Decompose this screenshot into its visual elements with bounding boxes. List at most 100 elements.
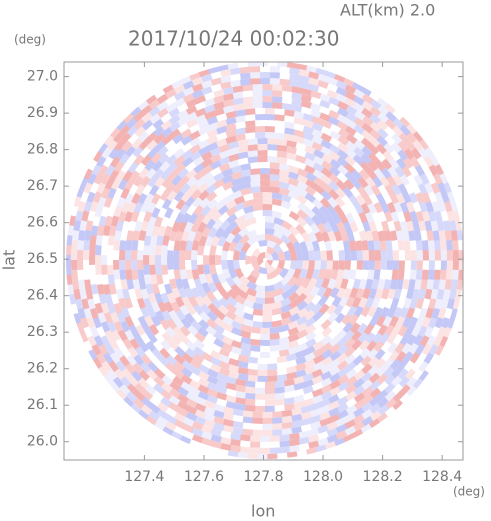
echo-cell (452, 250, 459, 261)
echo-cell (213, 422, 225, 431)
echo-cell (397, 368, 409, 380)
echo-cell (130, 210, 140, 223)
echo-cell (139, 146, 152, 158)
echo-cell (221, 167, 234, 178)
echo-cell (212, 403, 225, 413)
echo-cell (173, 268, 181, 280)
echo-cell (125, 269, 133, 280)
echo-cell (160, 168, 172, 181)
echo-cell (279, 297, 292, 308)
echo-cell (257, 137, 268, 145)
echo-cell (271, 301, 283, 310)
echo-cell (151, 192, 162, 205)
echo-cell (140, 404, 153, 416)
echo-cell (320, 189, 333, 202)
echo-cell (405, 288, 415, 300)
echo-cell (210, 83, 223, 92)
echo-cell (380, 288, 390, 300)
echo-cell (412, 220, 421, 232)
echo-cell (409, 352, 420, 365)
echo-cell (98, 215, 107, 227)
echo-cell (418, 147, 429, 160)
echo-cell (344, 425, 357, 436)
echo-cell (210, 427, 222, 437)
echo-cell (342, 269, 351, 281)
echo-cell (198, 273, 208, 285)
echo-cell (94, 302, 104, 314)
echo-cell (450, 200, 458, 213)
echo-cell (345, 212, 356, 225)
echo-cell (338, 250, 346, 261)
echo-cell (168, 394, 181, 406)
echo-cell (386, 250, 394, 261)
echo-cell (439, 269, 447, 281)
echo-cell (318, 411, 331, 421)
echo-cell (191, 434, 204, 444)
echo-cell (230, 183, 243, 193)
echo-cell (252, 204, 264, 212)
echo-cell (140, 201, 150, 214)
echo-cell (260, 186, 271, 193)
echo-cell (252, 84, 264, 91)
echo-cell (317, 80, 330, 89)
echo-cell (200, 303, 212, 315)
echo-cell (158, 153, 170, 165)
echo-cell (271, 204, 283, 213)
y-tick-label: 26.4 (27, 288, 58, 304)
echo-cell (122, 220, 131, 232)
echo-cell (421, 240, 429, 251)
echo-cell (320, 174, 333, 186)
echo-cell (203, 264, 211, 275)
echo-cell (351, 178, 363, 190)
echo-cell (175, 278, 184, 290)
echo-cell (140, 220, 150, 232)
echo-cell (395, 230, 404, 242)
echo-cell (75, 298, 84, 310)
echo-cell (415, 316, 425, 329)
echo-cell (178, 175, 191, 187)
echo-cell (300, 88, 313, 97)
echo-cell (201, 86, 213, 96)
echo-cell (250, 66, 261, 73)
echo-cell (320, 139, 333, 150)
echo-cell (158, 347, 171, 359)
echo-cell (257, 273, 268, 281)
echo-cell (376, 373, 388, 385)
echo-cell (303, 359, 316, 369)
echo-cell (404, 325, 415, 338)
echo-cell (374, 220, 384, 233)
echo-cell (239, 446, 251, 454)
echo-cell (436, 289, 445, 301)
echo-cell (259, 327, 270, 334)
echo-cell (189, 72, 201, 81)
echo-cell (160, 119, 173, 131)
echo-cell (419, 139, 430, 151)
echo-cell (170, 300, 181, 313)
echo-cell (272, 90, 283, 97)
echo-cell (356, 250, 364, 261)
echo-cell (239, 233, 250, 245)
echo-cell (173, 353, 186, 365)
echo-cell (209, 153, 222, 164)
echo-cell (364, 332, 376, 344)
echo-cell (113, 302, 123, 314)
echo-cell (272, 266, 283, 277)
echo-cell (362, 288, 371, 300)
echo-cell (265, 252, 271, 259)
echo-cell (335, 187, 347, 199)
echo-cell (320, 119, 333, 130)
echo-cell (367, 364, 380, 377)
echo-cell (110, 155, 121, 168)
echo-cell (314, 231, 324, 243)
echo-cell (79, 219, 88, 232)
echo-cell (319, 99, 332, 109)
echo-cell (344, 353, 357, 366)
echo-cell (384, 103, 396, 114)
echo-cell (121, 140, 133, 152)
echo-cell (285, 268, 296, 280)
echo-cell (205, 176, 217, 188)
echo-cell (167, 249, 174, 260)
echo-cell (213, 330, 225, 342)
echo-cell (361, 145, 373, 158)
echo-cell (402, 279, 410, 291)
